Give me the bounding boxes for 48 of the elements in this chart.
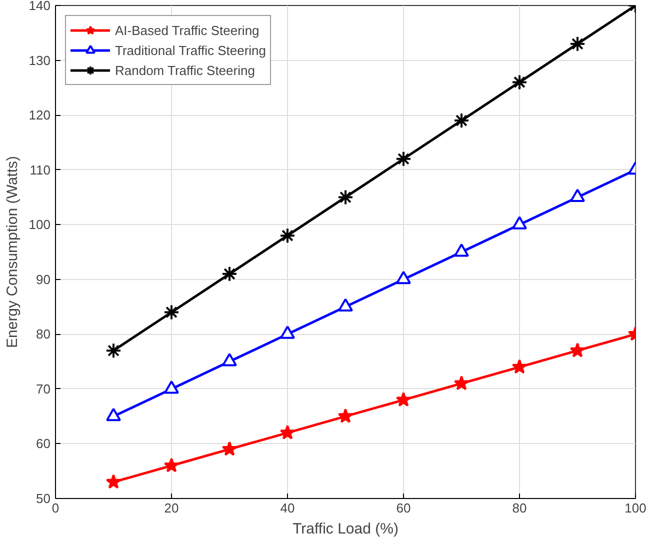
point — [164, 304, 180, 320]
y-tick-label: 80 — [36, 326, 51, 342]
point — [222, 353, 237, 366]
y-axis-title: Energy Consumption (Watts) — [4, 156, 21, 348]
point — [512, 216, 527, 230]
point — [164, 458, 180, 472]
point — [570, 36, 586, 52]
legend-label: Traditional Traffic Steering — [115, 42, 266, 58]
point — [280, 326, 295, 339]
point — [222, 266, 238, 282]
y-tick-label: 120 — [28, 108, 51, 123]
point — [164, 380, 179, 394]
point — [454, 243, 469, 257]
x-tick-label: 80 — [512, 500, 527, 516]
legend-label: AI-Based Traffic Steering — [115, 22, 260, 38]
legend-label: Random Traffic Steering — [115, 62, 255, 78]
y-tick-label: 70 — [36, 381, 51, 396]
point — [512, 74, 528, 90]
point — [280, 424, 296, 440]
y-tick-label: 100 — [28, 217, 51, 232]
point — [338, 189, 354, 206]
point — [106, 474, 122, 489]
point — [454, 112, 470, 129]
x-axis-title: Traffic Load (%) — [292, 520, 398, 538]
point — [396, 392, 412, 407]
y-tick-label: 130 — [28, 52, 51, 68]
y-tick-label: 50 — [36, 491, 51, 506]
point — [454, 375, 470, 390]
x-tick-label: 0 — [52, 500, 60, 516]
x-tick-label: 40 — [280, 500, 295, 516]
point — [512, 359, 528, 374]
y-tick-label: 140 — [28, 0, 51, 13]
point — [396, 150, 412, 167]
point — [106, 342, 122, 359]
point — [222, 441, 238, 456]
y-tick-label: 60 — [36, 436, 51, 452]
x-tick-label: 60 — [396, 500, 411, 516]
y-tick-label: 90 — [36, 272, 51, 287]
x-tick-label: 20 — [164, 500, 179, 516]
x-tick-label: 100 — [624, 500, 646, 516]
point — [338, 408, 354, 423]
point — [106, 408, 121, 422]
y-tick-label: 110 — [30, 162, 51, 178]
point — [338, 298, 353, 312]
point — [570, 188, 585, 202]
point — [570, 342, 586, 358]
point — [396, 270, 411, 284]
point — [280, 228, 296, 244]
